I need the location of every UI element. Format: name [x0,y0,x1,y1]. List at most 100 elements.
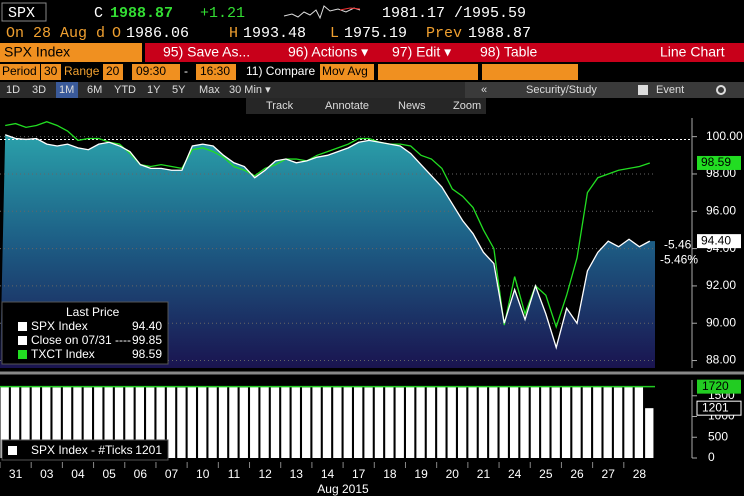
tick-bar [437,386,446,458]
tick-bar [125,386,134,458]
ticker: SPX [8,5,35,22]
high: 1993.48 [243,25,306,42]
legend-value: 99.85 [132,333,162,347]
timeframe[interactable]: 30 Min ▾ [229,84,271,96]
event[interactable]: Event [656,84,684,96]
security[interactable]: SPX Index [4,44,70,60]
x-tick-label: 13 [290,467,304,481]
tick-bar [322,386,332,458]
menu-button[interactable]: 96) Actions ▾ [288,44,368,60]
timeframe[interactable]: 1Y [147,84,161,96]
tick-bar [94,386,103,458]
x-tick-label: 28 [633,467,647,481]
event-icon [638,85,648,95]
tool[interactable]: News [398,100,426,112]
x-tick-label: 21 [477,467,491,481]
menu-button[interactable]: 97) Edit ▾ [392,44,451,60]
timeframe[interactable]: YTD [114,84,136,96]
period[interactable]: 30 [44,64,58,78]
mov-avg[interactable]: Mov Avg [322,64,368,78]
collapse[interactable]: « [481,84,487,96]
open-label: O [112,25,121,42]
tick-bar [593,386,602,458]
x-tick-label: 31 [9,467,23,481]
change-annotation: -5.46 [664,237,692,251]
tick-bar [156,387,165,458]
tool[interactable]: Track [266,100,294,112]
x-tick-label: 12 [258,467,272,481]
period-label: Period [2,64,37,78]
security-study[interactable]: Security/Study [526,84,597,96]
menu-bar [145,43,744,62]
x-tick-label: 27 [602,467,616,481]
tick-bar [447,387,456,458]
compare[interactable]: 11) Compare [246,64,315,78]
x-tick-label: 04 [71,467,85,481]
change: +1.21 [200,5,245,22]
x-tick-label: 05 [102,467,116,481]
menu-button[interactable]: 98) Table [480,44,538,60]
y-tick-label: 100.00 [706,129,743,143]
x-tick-label: 17 [352,467,366,481]
timeframe[interactable]: 5Y [172,84,186,96]
price-line [4,134,651,350]
x-tick-label: 20 [446,467,460,481]
setting-box [196,64,236,80]
tick-bar [582,387,592,458]
timeframe[interactable]: Max [199,84,220,96]
x-tick-label: 11 [228,467,241,481]
ticker-box [1,2,47,22]
tick-bar [10,386,20,458]
y-tick-label: 90.00 [706,315,736,329]
tick-bar [416,386,425,458]
day-range: 1981.17 /1995.59 [382,5,526,22]
tick-bar [229,387,238,458]
tick-bar [624,386,633,458]
tick-bar [270,387,280,458]
tick-bar [135,386,144,458]
x-tick-label: 19 [414,467,428,481]
toolbar [246,98,486,114]
x-tick-label: 03 [40,467,54,481]
last-price-tag [697,155,741,170]
tick-bar [218,386,228,458]
menu-button[interactable]: 95) Save As... [163,44,250,60]
last-tag-label: 1201 [702,400,729,414]
change-annotation: -5.46% [660,252,698,266]
close-label: C [94,5,103,22]
legend-label: Close on 07/31 ---- [31,333,131,347]
legend-label: TXCT Index [31,347,95,361]
low-label: L [330,25,339,42]
view-name: Line Chart [660,44,725,60]
range-label: Range [64,64,100,78]
tool[interactable]: Zoom [453,100,481,112]
setting-box [41,64,61,80]
tick-bar [426,387,436,458]
tick-bar [457,387,467,458]
tick-bar [302,387,311,458]
settings-gear[interactable] [716,85,726,95]
tick-bar [354,387,363,458]
timeframe[interactable]: 1M [59,84,74,96]
last-price-tag-label: 94.40 [701,233,731,247]
tick-bar [291,387,300,458]
tool[interactable]: Annotate [325,100,369,112]
legend-swatch [18,350,27,359]
end-time[interactable]: 16:30 [200,64,230,78]
reference-tag [697,379,741,394]
timeframe[interactable]: 6M [87,84,102,96]
timeframe[interactable]: 3D [32,84,46,96]
tick-bar [405,386,415,458]
x-tick-label: 14 [321,467,335,481]
tick-bar [603,387,612,458]
start-time[interactable]: 09:30 [136,64,166,78]
range[interactable]: 20 [106,64,120,78]
time-dash: - [184,64,188,78]
timeframe[interactable]: 1D [6,84,20,96]
tick-bar [260,387,269,458]
reference-tag-label: 1720 [702,379,729,393]
setting-box [132,64,180,80]
tick-bar [104,387,113,458]
open: 1986.06 [126,25,189,42]
